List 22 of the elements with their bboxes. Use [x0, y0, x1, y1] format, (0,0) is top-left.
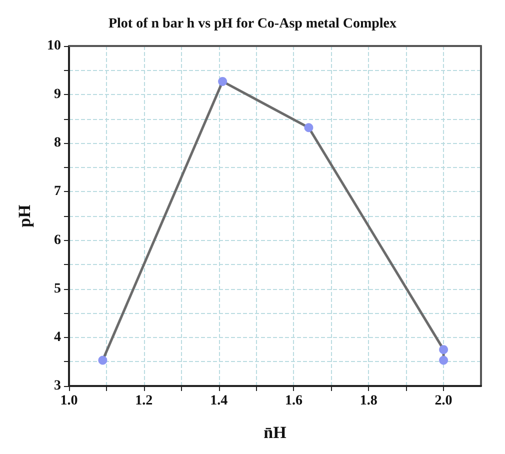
x-axis-title: n̄H [264, 423, 286, 442]
x-tick-label: 1.6 [284, 394, 302, 408]
y-tick-label: 8 [54, 136, 61, 151]
y-tick-label: 3 [54, 378, 61, 394]
x-tick-label: 1.0 [60, 394, 78, 408]
point [439, 345, 448, 354]
y-tick-label: 7 [54, 184, 61, 200]
point [98, 356, 108, 365]
x-tick-label: 2.0 [434, 394, 452, 408]
y-tick-label: 9 [54, 87, 61, 102]
point [304, 123, 314, 132]
point [218, 76, 228, 86]
x-tick-label: 1.4 [210, 394, 228, 408]
point [439, 356, 448, 365]
y-tick-label: 5 [54, 281, 61, 296]
y-tick-label: 6 [54, 232, 61, 248]
x-tick-label: 1.2 [135, 394, 153, 408]
x-tick-label: 1.8 [360, 394, 378, 408]
y-tick-label: 10 [47, 38, 61, 54]
y-axis-title: pH [15, 204, 34, 228]
y-tick-label: 4 [54, 330, 61, 345]
chart-title: Plot of n bar h vs pH for Co-Asp metal Complex [108, 16, 397, 32]
